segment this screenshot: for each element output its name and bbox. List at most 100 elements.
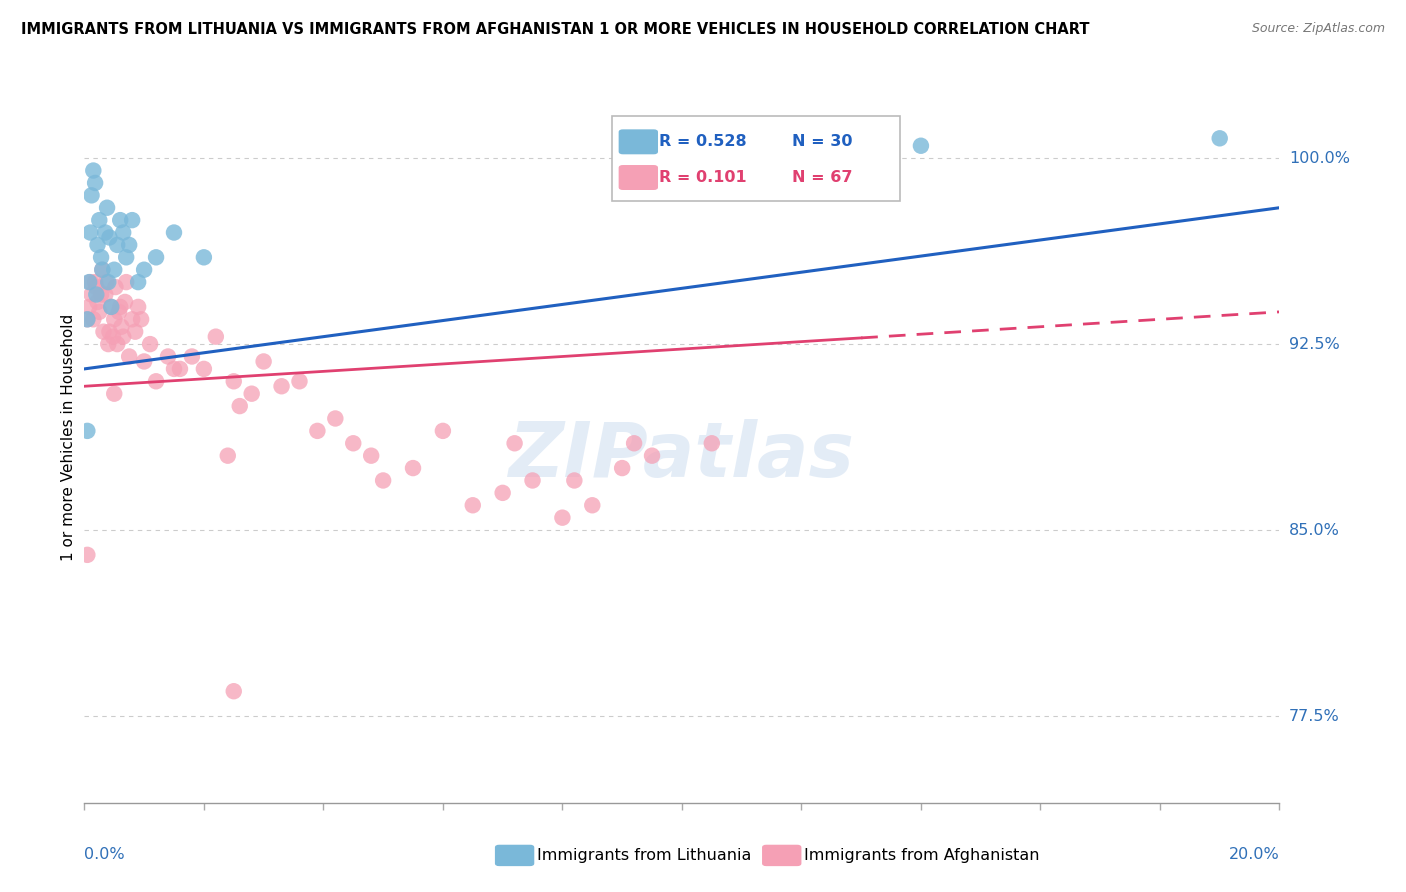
Point bbox=[129, 312, 152, 326]
Point bbox=[96, 275, 118, 289]
Point bbox=[100, 300, 122, 314]
Point bbox=[373, 474, 395, 488]
Point bbox=[121, 213, 143, 227]
Point bbox=[551, 510, 574, 524]
Point bbox=[492, 486, 515, 500]
Point bbox=[222, 684, 245, 698]
Y-axis label: 1 or more Vehicles in Household: 1 or more Vehicles in Household bbox=[60, 313, 76, 561]
Point bbox=[89, 213, 111, 227]
Point bbox=[86, 295, 108, 310]
Point bbox=[121, 312, 143, 326]
Point bbox=[105, 337, 128, 351]
Point bbox=[96, 201, 118, 215]
Point bbox=[115, 250, 138, 264]
Text: 92.5%: 92.5% bbox=[1289, 336, 1340, 351]
Point bbox=[101, 329, 124, 343]
Point bbox=[80, 188, 103, 202]
Point bbox=[76, 548, 98, 562]
Point bbox=[77, 300, 100, 314]
Point bbox=[90, 250, 112, 264]
Point bbox=[93, 325, 115, 339]
Point bbox=[205, 329, 228, 343]
Point bbox=[193, 362, 215, 376]
Point bbox=[118, 238, 141, 252]
Point bbox=[127, 300, 149, 314]
Point bbox=[79, 275, 101, 289]
Point bbox=[342, 436, 364, 450]
Text: IMMIGRANTS FROM LITHUANIA VS IMMIGRANTS FROM AFGHANISTAN 1 OR MORE VEHICLES IN H: IMMIGRANTS FROM LITHUANIA VS IMMIGRANTS … bbox=[21, 22, 1090, 37]
Point bbox=[112, 329, 135, 343]
Point bbox=[700, 436, 723, 450]
Text: 85.0%: 85.0% bbox=[1289, 523, 1340, 538]
Point bbox=[240, 386, 263, 401]
Point bbox=[229, 399, 252, 413]
Point bbox=[222, 374, 245, 388]
Point bbox=[86, 238, 108, 252]
Point bbox=[641, 449, 664, 463]
Point bbox=[112, 226, 135, 240]
Point bbox=[623, 436, 645, 450]
Point bbox=[910, 138, 932, 153]
Text: 20.0%: 20.0% bbox=[1229, 847, 1279, 863]
Point bbox=[105, 238, 128, 252]
Point bbox=[307, 424, 329, 438]
Text: N = 30: N = 30 bbox=[792, 135, 852, 149]
Point bbox=[79, 226, 101, 240]
Text: Immigrants from Afghanistan: Immigrants from Afghanistan bbox=[804, 848, 1039, 863]
Point bbox=[124, 325, 146, 339]
Point bbox=[132, 354, 156, 368]
Point bbox=[132, 262, 156, 277]
Point bbox=[181, 350, 204, 364]
Point bbox=[76, 312, 98, 326]
Point bbox=[169, 362, 191, 376]
Text: ZIPatlas: ZIPatlas bbox=[509, 418, 855, 492]
Point bbox=[110, 213, 132, 227]
Point bbox=[103, 386, 125, 401]
Point bbox=[84, 275, 107, 289]
Text: 0.0%: 0.0% bbox=[84, 847, 125, 863]
Point bbox=[145, 374, 167, 388]
Text: Immigrants from Lithuania: Immigrants from Lithuania bbox=[537, 848, 751, 863]
Point bbox=[612, 461, 634, 475]
Point bbox=[127, 275, 149, 289]
Point bbox=[91, 262, 114, 277]
Point bbox=[145, 250, 167, 264]
Point bbox=[163, 362, 186, 376]
Point bbox=[1209, 131, 1232, 145]
Point bbox=[89, 305, 111, 319]
Point bbox=[77, 275, 100, 289]
Point bbox=[80, 287, 103, 301]
Point bbox=[103, 262, 125, 277]
Point bbox=[76, 312, 98, 326]
Point bbox=[114, 295, 136, 310]
Point bbox=[84, 176, 107, 190]
Point bbox=[110, 319, 132, 334]
Point bbox=[82, 312, 104, 326]
Point bbox=[86, 280, 108, 294]
Text: N = 67: N = 67 bbox=[792, 170, 852, 185]
Point bbox=[270, 379, 292, 393]
Point bbox=[118, 350, 141, 364]
Point bbox=[94, 287, 117, 301]
Point bbox=[115, 275, 138, 289]
Text: R = 0.528: R = 0.528 bbox=[659, 135, 747, 149]
Point bbox=[139, 337, 162, 351]
Point bbox=[288, 374, 311, 388]
Point bbox=[432, 424, 454, 438]
Point bbox=[103, 312, 125, 326]
Point bbox=[217, 449, 239, 463]
Text: Source: ZipAtlas.com: Source: ZipAtlas.com bbox=[1251, 22, 1385, 36]
Point bbox=[325, 411, 347, 425]
Point bbox=[86, 287, 108, 301]
Point bbox=[104, 280, 127, 294]
Point bbox=[193, 250, 215, 264]
Point bbox=[163, 226, 186, 240]
Point bbox=[253, 354, 276, 368]
Point bbox=[564, 474, 586, 488]
Point bbox=[91, 262, 114, 277]
Point bbox=[461, 498, 484, 512]
Text: 77.5%: 77.5% bbox=[1289, 708, 1340, 723]
Text: 100.0%: 100.0% bbox=[1289, 151, 1350, 166]
Point bbox=[97, 275, 120, 289]
Point bbox=[108, 305, 131, 319]
